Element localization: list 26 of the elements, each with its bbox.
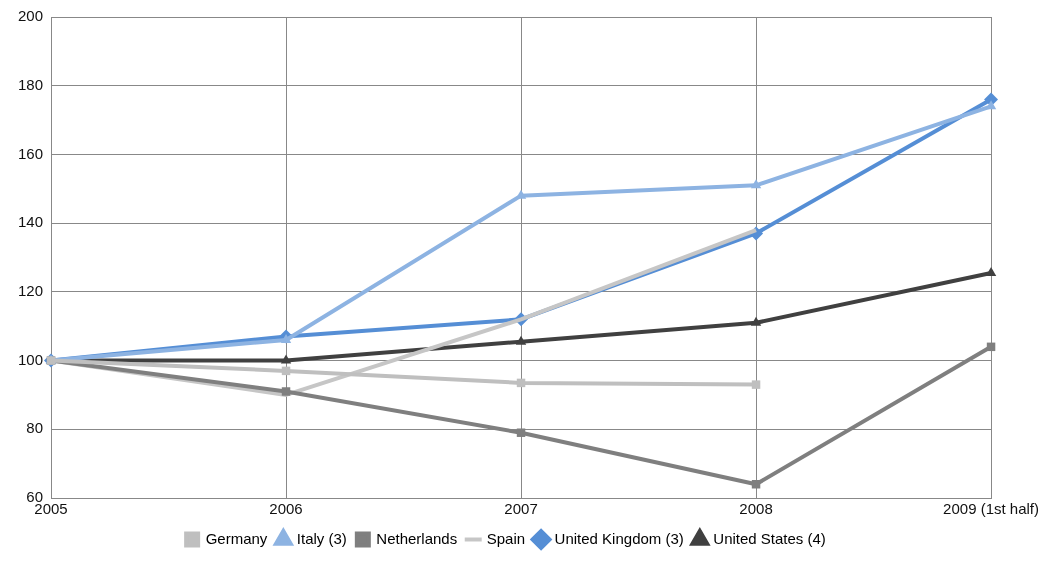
y-tick-label: 180 xyxy=(18,75,44,93)
legend-label: Spain xyxy=(486,529,526,547)
y-tick-label: 80 xyxy=(26,419,44,437)
point xyxy=(280,354,292,364)
point xyxy=(280,333,292,343)
y-tick-label: 160 xyxy=(18,144,44,162)
point xyxy=(751,480,761,489)
legend-label: United States (4) xyxy=(713,529,826,547)
y-tick-label: 120 xyxy=(18,282,44,299)
legend-label: Netherlands xyxy=(376,529,458,547)
y-tick-label: 200 xyxy=(18,7,44,25)
point xyxy=(516,428,526,437)
legend-label: Germany xyxy=(205,529,268,547)
point xyxy=(281,387,291,396)
y-tick-label: 100 xyxy=(18,350,44,368)
point xyxy=(515,335,527,345)
x-tick-label: 2006 xyxy=(269,500,303,518)
point xyxy=(750,316,762,326)
x-tick-label: 2008 xyxy=(739,500,773,518)
x-tick-label: 2007 xyxy=(504,500,538,518)
y-tick-label: 140 xyxy=(18,213,44,231)
legend-label: United Kingdom (3) xyxy=(554,529,684,547)
point xyxy=(750,179,762,189)
x-tick-label: 2009 (1st half) xyxy=(943,500,1039,518)
point xyxy=(751,380,761,389)
legend-label: Italy (3) xyxy=(296,529,347,547)
